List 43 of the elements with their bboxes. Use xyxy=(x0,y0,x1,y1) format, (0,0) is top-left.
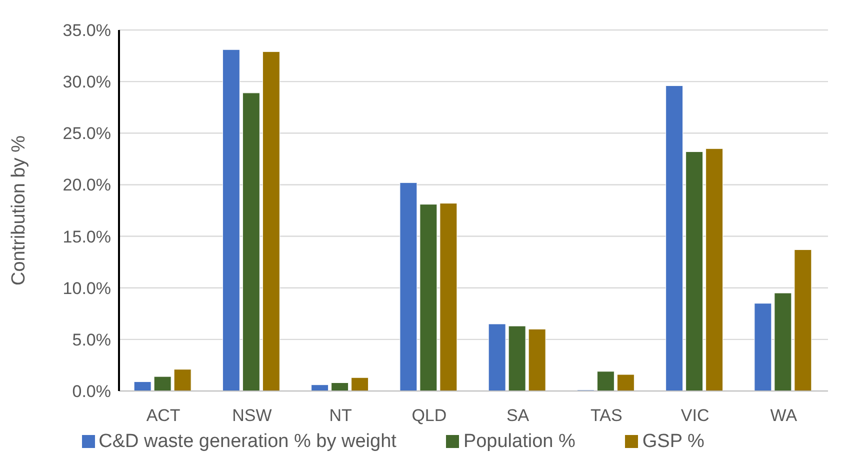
bar xyxy=(706,148,724,391)
legend-label: GSP % xyxy=(642,431,704,452)
y-tick-label: 0.0% xyxy=(72,382,111,402)
bar xyxy=(262,51,280,391)
bar xyxy=(174,369,192,391)
x-tick-label: VIC xyxy=(680,406,710,426)
x-tick-label: NSW xyxy=(232,406,272,426)
bar xyxy=(400,182,418,391)
y-tick-label: 20.0% xyxy=(62,176,111,195)
legend-label: Population % xyxy=(463,431,576,452)
bar xyxy=(331,382,349,391)
x-tick-label: WA xyxy=(770,406,798,426)
bar xyxy=(616,374,634,391)
bar xyxy=(222,49,240,391)
bar xyxy=(666,85,684,391)
x-tick-label: TAS xyxy=(590,406,622,426)
y-axis-title: Contribution by % xyxy=(8,135,30,286)
bar xyxy=(774,292,792,391)
bar xyxy=(528,328,546,391)
bar xyxy=(154,376,172,391)
bar xyxy=(420,204,438,391)
x-tick-label: QLD xyxy=(412,406,447,426)
bar xyxy=(311,384,329,391)
bar xyxy=(508,326,526,391)
bar xyxy=(440,203,458,391)
bar xyxy=(488,324,506,391)
bar xyxy=(754,303,772,391)
bar xyxy=(596,371,614,391)
y-tick-label: 5.0% xyxy=(72,330,111,350)
bar xyxy=(351,377,369,391)
y-tick-label: 30.0% xyxy=(62,72,111,92)
bar xyxy=(686,151,704,391)
x-tick-label: SA xyxy=(506,406,530,426)
y-tick-label: 25.0% xyxy=(62,124,111,144)
y-tick-label: 10.0% xyxy=(62,278,111,298)
legend-label: C&D waste generation % by weight xyxy=(98,431,396,452)
bar xyxy=(242,92,260,391)
x-tick-label: ACT xyxy=(146,406,180,426)
y-tick-label: 35.0% xyxy=(62,21,111,40)
x-tick-label: NT xyxy=(329,406,352,426)
y-tick-label: 15.0% xyxy=(62,227,111,246)
bar xyxy=(134,381,152,391)
bar xyxy=(794,249,812,391)
